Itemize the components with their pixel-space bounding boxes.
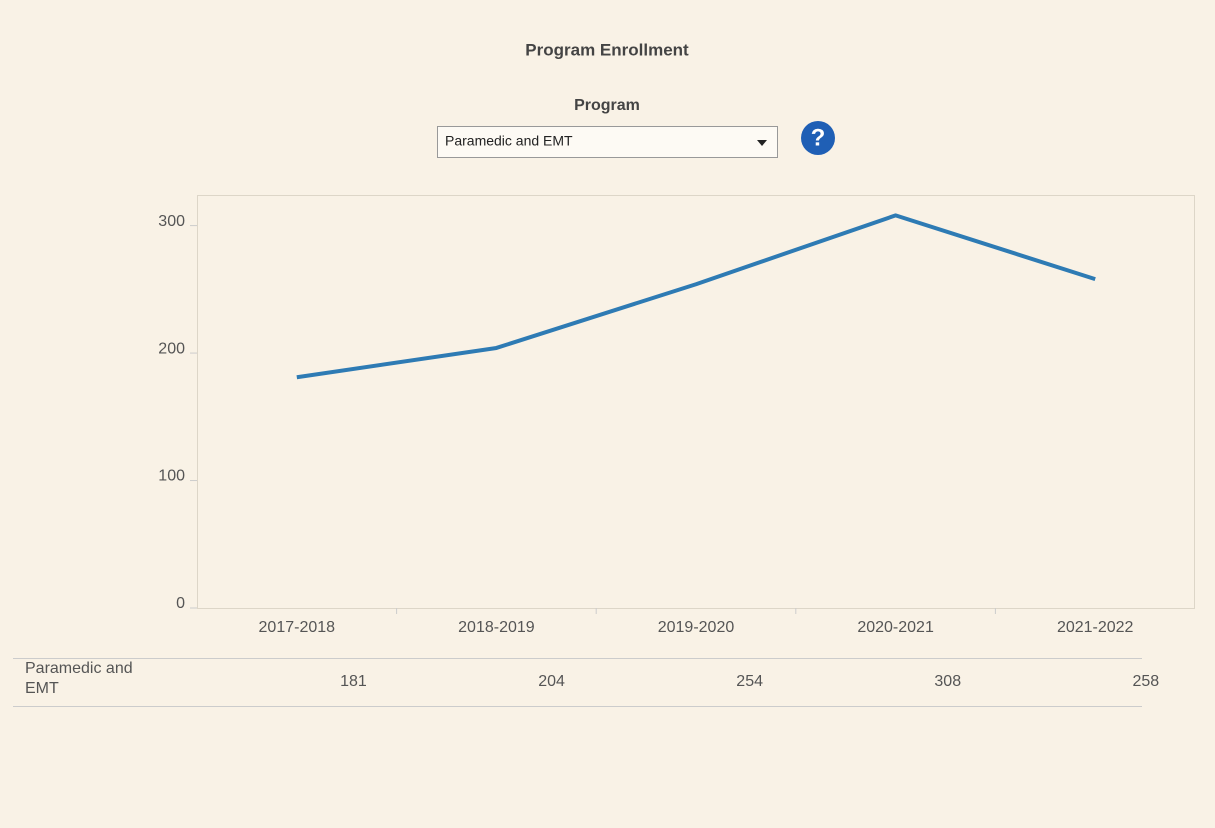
x-tick-label: 2018-2019 [458,619,535,636]
dropdown-box[interactable] [437,126,778,158]
y-tick-label: 200 [158,340,185,357]
x-tick-label: 2017-2018 [259,619,336,636]
y-tick-label: 100 [158,468,185,485]
table-value: 258 [1132,673,1159,690]
table-value: 181 [340,673,367,690]
chart-title: Program Enrollment [525,40,689,59]
y-tick-label: 300 [158,213,185,230]
y-tick-label: 0 [176,595,185,612]
help-icon[interactable]: ? [801,121,835,155]
dropdown-value[interactable]: Paramedic and EMT [445,133,573,149]
table-value: 254 [736,673,763,690]
dropdown[interactable]: Paramedic and EMT [437,126,778,158]
line [296,213,1096,380]
x-tick-label: 2021-2022 [1057,619,1134,636]
filter-label: Program [574,97,640,114]
help-circle[interactable] [801,121,835,155]
dropdown-arrow[interactable] [757,140,767,146]
x-tick-label: 2020-2021 [857,619,934,636]
plot-frame [197,195,1195,609]
x-tick-label: 2019-2020 [658,619,735,636]
table-value: 308 [934,673,961,690]
table-value: 204 [538,673,565,690]
table-row-label: Paramedic and EMT [25,660,133,697]
help-mark[interactable]: ? [811,124,826,151]
